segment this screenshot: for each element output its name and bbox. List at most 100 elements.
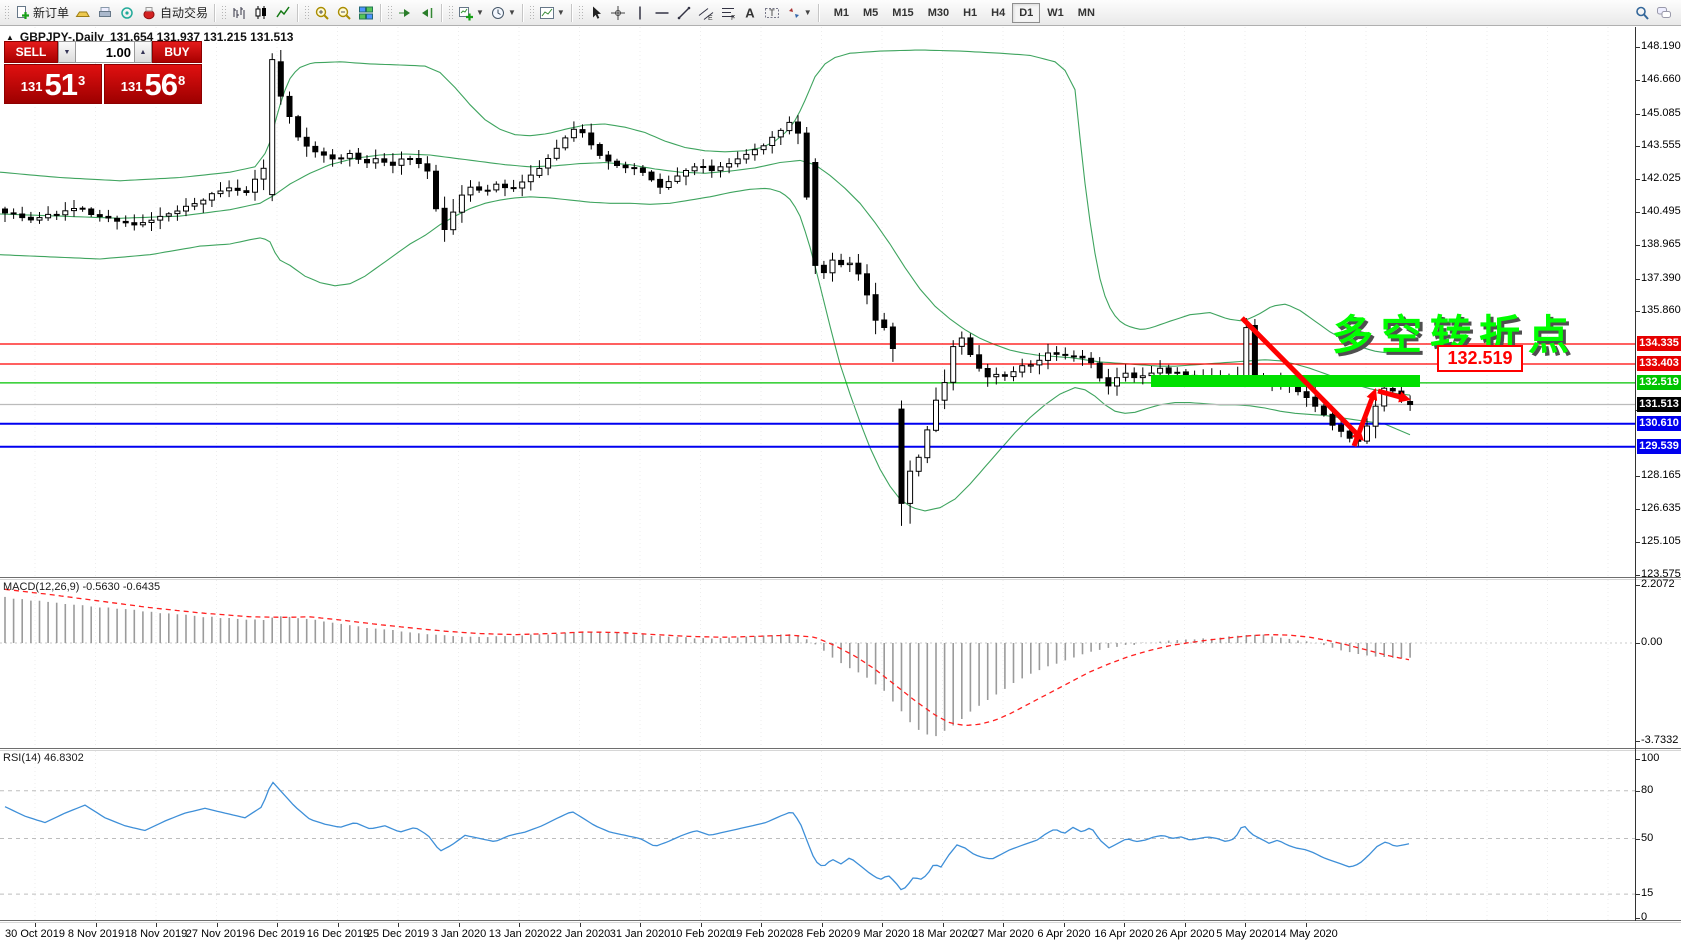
line-chart-icon (276, 6, 290, 17)
volume-input[interactable] (76, 41, 134, 63)
rsi-panel-canvas[interactable] (0, 751, 1635, 920)
auto-trading-button-label: 自动交易 (160, 6, 209, 20)
date-tick-mark (701, 923, 702, 927)
toolbar-drag-handle[interactable] (304, 4, 310, 21)
zoom-in-icon (315, 6, 329, 20)
fibonacci-tool[interactable]: F (717, 3, 739, 23)
arrows-tool[interactable]: ▼ (783, 3, 815, 23)
toolbar-separator (817, 3, 820, 22)
search-button[interactable] (1631, 3, 1653, 23)
dropdown-arrow-icon[interactable]: ▼ (476, 8, 484, 17)
crosshair-icon (610, 5, 625, 20)
buy-price-panel[interactable]: 131 56 8 (104, 64, 202, 104)
toolbar-drag-handle[interactable] (4, 4, 9, 21)
svg-text:T: T (769, 8, 775, 18)
date-tick-mark (156, 923, 157, 927)
collapse-trade-panel-icon[interactable]: ▲ (6, 32, 14, 42)
timeframe-w1[interactable]: W1 (1047, 6, 1064, 19)
date-label: 5 May 2020 (1216, 928, 1274, 940)
zoom-in-button[interactable] (311, 3, 333, 23)
symbol-ohlc: 131.654 131.937 131.215 131.513 (109, 30, 294, 44)
bar-chart-icon (233, 6, 245, 19)
main-chart-canvas[interactable] (0, 27, 1635, 577)
date-tick-mark (822, 923, 823, 927)
chat-button[interactable] (1653, 3, 1675, 23)
dropdown-arrow-icon[interactable]: ▼ (507, 8, 516, 17)
panel-separator[interactable] (0, 748, 1681, 751)
text-label-tool[interactable]: T (761, 3, 783, 23)
price-axis-border (1635, 27, 1636, 921)
new-order-button[interactable]: 新订单 (11, 3, 72, 23)
timeframe-mn[interactable]: MN (1077, 6, 1095, 19)
plus-chart-icon (459, 6, 474, 20)
price-tick-mark (1636, 894, 1640, 895)
timeframe-m30[interactable]: M30 (927, 6, 950, 19)
bar-chart-button[interactable] (228, 3, 250, 23)
price-tick-mark (1636, 146, 1640, 147)
chart-shift-button[interactable] (416, 3, 438, 23)
toolbar-right (1631, 3, 1675, 23)
candlestick-chart-button[interactable] (250, 3, 272, 23)
templates-button[interactable]: ▼ (536, 3, 568, 23)
date-tick-mark (398, 923, 399, 927)
symbol-title: GBPJPY-,Daily (19, 30, 104, 44)
timeframe-d1[interactable]: D1 (1012, 2, 1041, 23)
price-tick-label: 135.860 (1641, 304, 1681, 316)
toolbar-drag-handle[interactable] (387, 4, 393, 21)
vertical-line-tool[interactable] (629, 3, 651, 23)
vline-icon (639, 6, 641, 19)
crosshair-tool[interactable] (607, 3, 629, 23)
horizontal-line-tool[interactable] (651, 3, 673, 23)
dropdown-arrow-icon[interactable]: ▼ (556, 8, 565, 17)
line-chart-button[interactable] (272, 3, 294, 23)
macd-panel-canvas[interactable] (0, 580, 1635, 748)
gold-ingot-button[interactable] (72, 3, 94, 23)
date-label: 16 Dec 2019 (306, 928, 370, 940)
sell-price-panel[interactable]: 131 51 3 (4, 64, 102, 104)
macd-tick-label: 2.2072 (1641, 578, 1675, 590)
tile-windows-button[interactable] (355, 3, 377, 23)
auto-trading-button[interactable]: 自动交易 (138, 3, 211, 23)
buy-price-big: 56 (144, 67, 177, 102)
toolbar-separator (214, 3, 217, 22)
timeframe-m1[interactable]: M1 (833, 6, 849, 19)
toolbar-drag-handle[interactable] (221, 4, 227, 21)
toolbar-drag-handle[interactable] (528, 4, 534, 21)
data-signal-button[interactable] (116, 3, 138, 23)
rsi-tick-label: 100 (1641, 752, 1660, 764)
sell-button[interactable]: SELL (4, 41, 58, 63)
volume-up-button[interactable]: ▲ (134, 41, 152, 63)
text-tool[interactable]: A (739, 3, 761, 23)
new-chart-button[interactable]: ▼ (455, 3, 487, 23)
timeframe-h4[interactable]: H4 (991, 6, 1006, 19)
trendline-tool[interactable] (673, 3, 695, 23)
equidistant-channel-tool[interactable]: E (695, 3, 717, 23)
date-tick-mark (882, 923, 883, 927)
price-level-callout: 132.519 (1437, 345, 1523, 372)
timeframe-h1[interactable]: H1 (963, 6, 978, 19)
panel-separator[interactable] (0, 577, 1681, 580)
auto-scroll-button[interactable] (394, 3, 416, 23)
timeframe-m5[interactable]: M5 (863, 6, 879, 19)
timeframe-m15[interactable]: M15 (892, 6, 914, 19)
cursor-tool[interactable] (585, 3, 607, 23)
zoom-out-button[interactable] (333, 3, 355, 23)
panel-separator[interactable] (0, 920, 1681, 923)
date-label: 6 Dec 2019 (248, 928, 306, 940)
dropdown-arrow-icon[interactable]: ▼ (803, 8, 812, 17)
profiles-button[interactable]: ▼ (487, 3, 519, 23)
trendline-icon (677, 6, 691, 19)
price-badge: 132.519 (1637, 375, 1681, 390)
price-tick-label: 145.085 (1641, 107, 1681, 119)
toolbar-drag-handle[interactable] (448, 4, 454, 21)
toolbar-drag-handle[interactable] (577, 4, 583, 21)
volume-down-button[interactable]: ▼ (58, 41, 76, 63)
price-tick-mark (1636, 245, 1640, 246)
date-label: 16 Apr 2020 (1094, 928, 1154, 940)
price-badge: 133.403 (1637, 356, 1681, 371)
macd-label: MACD(12,26,9) -0.5630 -0.6435 (3, 581, 161, 593)
date-tick-mark (580, 923, 581, 927)
buy-button[interactable]: BUY (152, 41, 202, 63)
print-button[interactable] (94, 3, 116, 23)
